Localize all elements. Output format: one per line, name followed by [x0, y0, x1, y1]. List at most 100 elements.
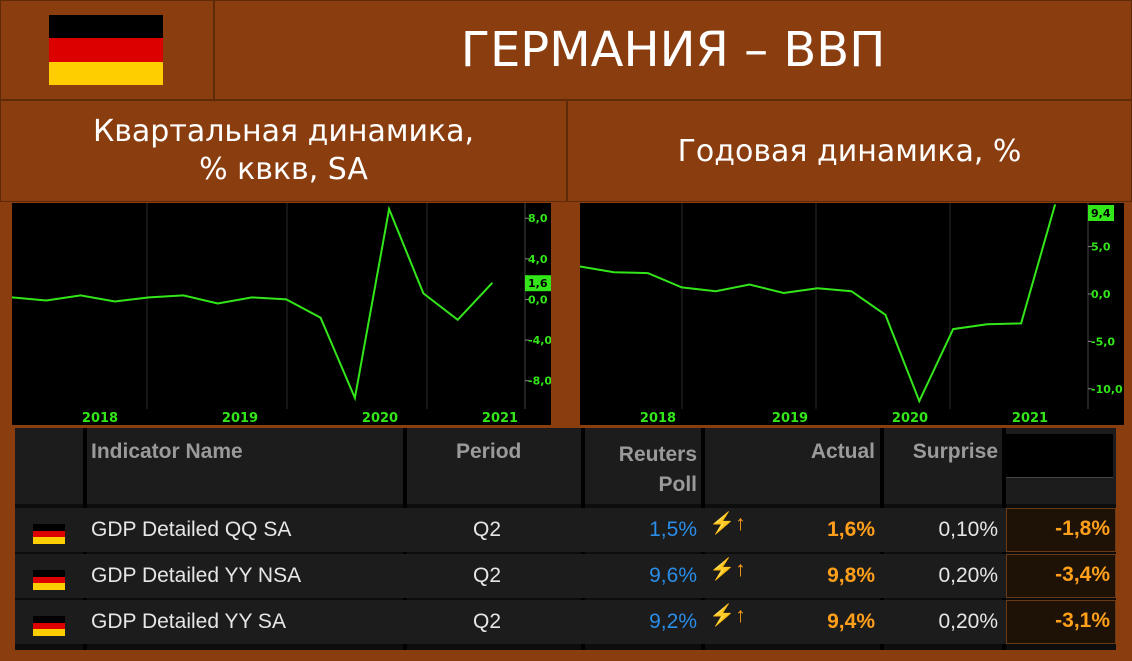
last-value-badge	[525, 275, 551, 292]
data-point	[182, 294, 185, 297]
header-actual: Actual	[810, 440, 875, 463]
left-chart-caption: Квартальная динамика, % квкв, SA	[0, 100, 567, 202]
prior-value: -1,8%	[1055, 517, 1110, 540]
x-tick-label: 2021	[482, 411, 518, 425]
prior-header-box	[1006, 434, 1113, 478]
beat-arrow-icon: ⚡↑	[709, 604, 746, 627]
beat-arrow-icon: ⚡↑	[709, 558, 746, 581]
data-point	[491, 282, 493, 285]
header-reuters-poll: Reuters Poll	[585, 440, 697, 500]
surprise-value: 0,20%	[938, 564, 998, 587]
left-caption-line1: Квартальная динамика,	[92, 114, 475, 149]
period-value: Q2	[473, 518, 502, 541]
poll-value: 9,2%	[649, 610, 697, 633]
data-point	[354, 397, 356, 399]
data-point	[714, 290, 717, 292]
y-tick-label: 0,0	[1091, 288, 1111, 301]
indicator-name[interactable]: GDP Detailed YY NSA	[91, 564, 302, 587]
header-poll-line1: Reuters	[618, 443, 697, 466]
period-value: Q2	[473, 564, 502, 587]
data-point	[45, 299, 48, 302]
last-value-label: 9,4	[1091, 207, 1111, 220]
data-point	[613, 271, 615, 273]
data-point	[952, 328, 955, 330]
y-tick-label: -8,0	[528, 375, 551, 388]
indicator-table: Indicator Name Period Reuters Poll Actua…	[15, 428, 1116, 650]
table-row	[15, 508, 1116, 552]
x-tick-label: 2020	[892, 411, 928, 425]
germany-flag-icon	[33, 524, 65, 544]
beat-arrow-icon: ⚡↑	[709, 512, 746, 535]
quarterly-chart: 8,0 4,0 0,0 -4,0 -8,0 1,6 2018 2019 2020 2021	[11, 203, 552, 426]
y-tick-label: 0,0	[528, 293, 548, 306]
indicator-name[interactable]: GDP Detailed YY SA	[91, 610, 286, 633]
series-line	[11, 205, 493, 402]
data-point	[216, 302, 219, 305]
x-tick-label: 2020	[362, 411, 398, 425]
data-point	[579, 265, 581, 268]
data-point	[782, 292, 785, 294]
data-point	[1054, 204, 1056, 206]
data-point	[918, 400, 921, 402]
data-point	[148, 296, 150, 299]
data-point	[748, 283, 751, 286]
x-tick-label: 2019	[222, 411, 258, 425]
x-tick-label: 2018	[82, 411, 118, 425]
prior-value: -3,4%	[1055, 563, 1110, 586]
header-poll-line2: Poll	[658, 473, 697, 496]
data-point	[456, 318, 459, 321]
data-point	[285, 298, 288, 301]
data-point	[388, 208, 390, 210]
data-point	[884, 314, 887, 316]
series-line	[579, 204, 1056, 404]
data-point	[114, 300, 116, 303]
prior-cell	[1006, 508, 1116, 552]
left-caption-line2: % квкв, SA	[199, 151, 368, 187]
header-period: Period	[456, 440, 522, 463]
poll-value: 9,6%	[649, 564, 697, 587]
germany-flag-icon	[33, 570, 65, 590]
germany-flag-icon	[33, 616, 65, 636]
prior-value: -3,1%	[1055, 609, 1110, 632]
surprise-value: 0,20%	[938, 610, 998, 633]
data-point	[11, 296, 13, 299]
flag-cell	[0, 0, 214, 100]
data-point	[319, 316, 322, 319]
data-point	[422, 292, 425, 295]
page-title: ГЕРМАНИЯ – ВВП	[214, 0, 1132, 100]
actual-value: 9,8%	[827, 564, 875, 587]
indicator-name[interactable]: GDP Detailed QQ SA	[91, 518, 292, 541]
prior-cell	[1006, 554, 1116, 598]
germany-flag-icon	[49, 15, 163, 85]
annual-chart: 5,0 0,0 -5,0 -10,0 9,4 2018 2019 2020 2021	[579, 203, 1123, 426]
data-point	[251, 296, 253, 299]
data-point	[647, 272, 649, 274]
y-tick-label: 4,0	[528, 253, 548, 266]
annual-chart-panel: 5,0 0,0 -5,0 -10,0 9,4 2018 2019 2020 2021	[579, 203, 1124, 426]
y-tick-label: 5,0	[1091, 241, 1111, 254]
header-surprise: Surprise	[912, 440, 998, 463]
poll-value: 1,5%	[649, 518, 697, 541]
period-value: Q2	[473, 610, 502, 633]
data-point	[986, 323, 988, 326]
actual-value: 1,6%	[827, 518, 875, 541]
actual-value: 9,4%	[827, 610, 875, 633]
right-chart-caption: Годовая динамика, %	[567, 100, 1132, 202]
x-tick-label: 2018	[640, 411, 676, 425]
table-row	[15, 600, 1116, 644]
quarterly-chart-panel: 8,0 4,0 0,0 -4,0 -8,0 1,6 2018 2019 2020 2021	[11, 203, 552, 426]
data-point	[680, 286, 683, 289]
y-tick-label: 8,0	[528, 212, 548, 225]
table-header-row	[15, 428, 1116, 504]
x-tick-label: 2019	[772, 411, 808, 425]
x-tick-label: 2021	[1012, 411, 1048, 425]
data-point	[816, 287, 819, 290]
prior-cell	[1006, 600, 1116, 644]
last-value-badge	[1088, 205, 1114, 221]
y-tick-label: -10,0	[1091, 383, 1123, 396]
header-indicator-name: Indicator Name	[91, 440, 243, 463]
surprise-value: 0,10%	[938, 518, 998, 541]
last-value-label: 1,6	[528, 277, 548, 290]
data-point	[79, 294, 82, 297]
y-tick-label: -4,0	[528, 334, 551, 347]
